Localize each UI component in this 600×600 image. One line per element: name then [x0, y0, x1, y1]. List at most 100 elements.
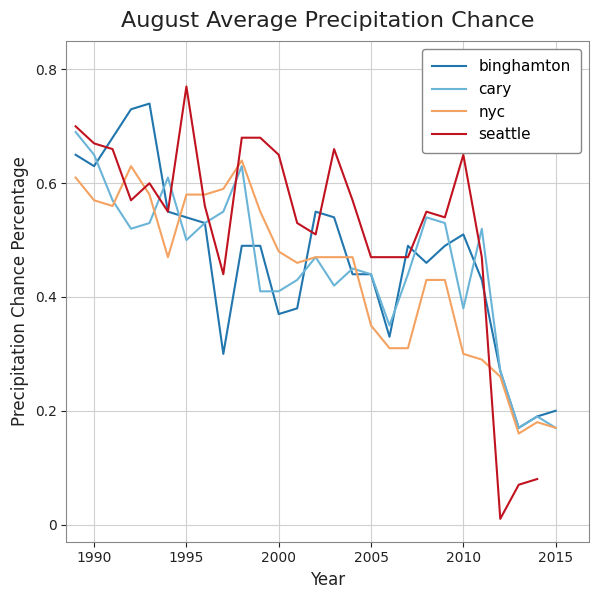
nyc	[441, 277, 448, 284]
nyc	[220, 185, 227, 193]
cary	[201, 220, 208, 227]
binghamton	[478, 277, 485, 284]
nyc	[460, 350, 467, 358]
cary	[312, 254, 319, 261]
seattle	[515, 481, 523, 488]
nyc	[552, 424, 559, 431]
cary	[183, 236, 190, 244]
nyc	[127, 163, 134, 170]
nyc	[386, 344, 393, 352]
binghamton	[238, 242, 245, 250]
binghamton	[164, 208, 172, 215]
seattle	[423, 208, 430, 215]
cary	[552, 424, 559, 431]
nyc	[201, 191, 208, 198]
binghamton	[257, 242, 264, 250]
nyc	[72, 174, 79, 181]
nyc	[404, 344, 412, 352]
binghamton	[201, 220, 208, 227]
cary	[164, 174, 172, 181]
nyc	[275, 248, 283, 255]
cary	[238, 163, 245, 170]
cary	[478, 225, 485, 232]
binghamton	[312, 208, 319, 215]
nyc	[238, 157, 245, 164]
binghamton	[533, 413, 541, 420]
cary	[146, 220, 153, 227]
Legend: binghamton, cary, nyc, seattle: binghamton, cary, nyc, seattle	[422, 49, 581, 153]
seattle	[404, 254, 412, 261]
binghamton	[293, 305, 301, 312]
cary	[293, 277, 301, 284]
seattle	[275, 151, 283, 158]
binghamton	[404, 242, 412, 250]
binghamton	[72, 151, 79, 158]
Line: nyc: nyc	[76, 160, 556, 434]
nyc	[312, 254, 319, 261]
seattle	[331, 145, 338, 152]
nyc	[533, 419, 541, 426]
binghamton	[423, 259, 430, 266]
cary	[349, 265, 356, 272]
cary	[72, 128, 79, 136]
seattle	[312, 231, 319, 238]
nyc	[515, 430, 523, 437]
cary	[404, 271, 412, 278]
seattle	[293, 220, 301, 227]
binghamton	[386, 333, 393, 340]
seattle	[183, 83, 190, 90]
nyc	[367, 322, 374, 329]
Line: binghamton: binghamton	[76, 104, 556, 428]
seattle	[386, 254, 393, 261]
binghamton	[220, 350, 227, 358]
Line: seattle: seattle	[76, 86, 537, 519]
Y-axis label: Precipitation Chance Percentage: Precipitation Chance Percentage	[11, 157, 29, 426]
nyc	[183, 191, 190, 198]
cary	[109, 197, 116, 204]
seattle	[533, 475, 541, 482]
X-axis label: Year: Year	[310, 571, 345, 589]
binghamton	[127, 106, 134, 113]
binghamton	[367, 271, 374, 278]
binghamton	[91, 163, 98, 170]
seattle	[478, 254, 485, 261]
seattle	[257, 134, 264, 142]
seattle	[349, 197, 356, 204]
seattle	[238, 134, 245, 142]
cary	[220, 208, 227, 215]
binghamton	[349, 271, 356, 278]
binghamton	[441, 242, 448, 250]
binghamton	[497, 367, 504, 374]
nyc	[164, 254, 172, 261]
nyc	[146, 191, 153, 198]
Line: cary: cary	[76, 132, 556, 428]
cary	[257, 288, 264, 295]
seattle	[220, 271, 227, 278]
binghamton	[460, 231, 467, 238]
cary	[460, 305, 467, 312]
binghamton	[515, 424, 523, 431]
seattle	[146, 179, 153, 187]
binghamton	[552, 407, 559, 415]
binghamton	[183, 214, 190, 221]
cary	[367, 271, 374, 278]
nyc	[497, 373, 504, 380]
binghamton	[331, 214, 338, 221]
seattle	[109, 145, 116, 152]
seattle	[164, 208, 172, 215]
seattle	[460, 151, 467, 158]
Title: August Average Precipitation Chance: August Average Precipitation Chance	[121, 11, 535, 31]
binghamton	[109, 134, 116, 142]
cary	[331, 282, 338, 289]
binghamton	[275, 310, 283, 317]
cary	[497, 367, 504, 374]
cary	[423, 214, 430, 221]
cary	[91, 151, 98, 158]
nyc	[331, 254, 338, 261]
cary	[533, 413, 541, 420]
nyc	[109, 202, 116, 209]
nyc	[293, 259, 301, 266]
seattle	[497, 515, 504, 523]
nyc	[257, 208, 264, 215]
cary	[127, 225, 134, 232]
